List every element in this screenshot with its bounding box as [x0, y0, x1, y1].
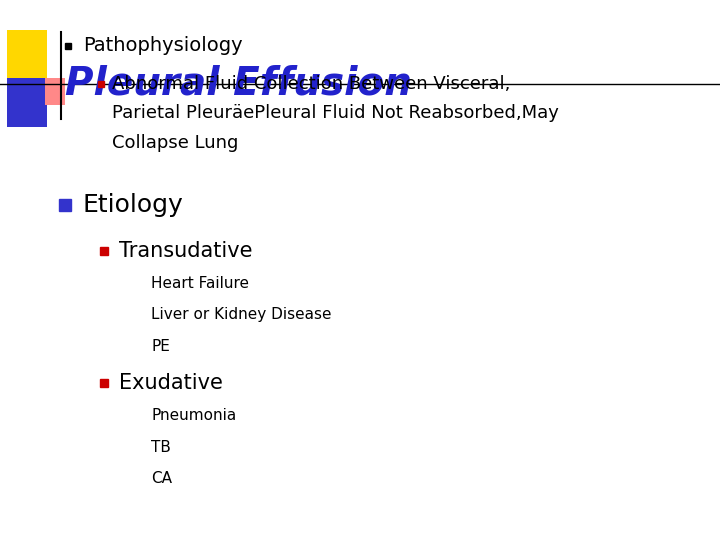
- Text: Pleural Effusion: Pleural Effusion: [65, 65, 412, 103]
- Text: Heart Failure: Heart Failure: [151, 276, 249, 291]
- Text: PE: PE: [151, 339, 170, 354]
- Bar: [7, 78, 47, 127]
- Bar: [45, 78, 65, 105]
- Text: Pathophysiology: Pathophysiology: [83, 36, 243, 56]
- Text: CA: CA: [151, 471, 172, 486]
- Bar: [7, 30, 47, 78]
- Text: Exudative: Exudative: [119, 373, 222, 394]
- Text: Transudative: Transudative: [119, 241, 252, 261]
- Text: TB: TB: [151, 440, 171, 455]
- Text: Liver or Kidney Disease: Liver or Kidney Disease: [151, 307, 332, 322]
- Text: Abnormal Fluid Collection Between Visceral,: Abnormal Fluid Collection Between Viscer…: [112, 75, 510, 93]
- Text: Collapse Lung: Collapse Lung: [112, 134, 238, 152]
- Text: Pneumonia: Pneumonia: [151, 408, 236, 423]
- Text: Etiology: Etiology: [83, 193, 184, 217]
- Text: Parietal PleuräePleural Fluid Not Reabsorbed,May: Parietal PleuräePleural Fluid Not Reabso…: [112, 104, 559, 123]
